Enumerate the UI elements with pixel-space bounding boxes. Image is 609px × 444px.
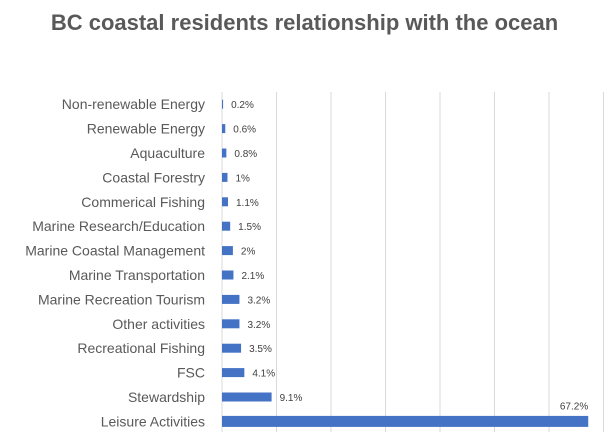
category-label: Recreational Fishing	[77, 340, 205, 356]
category-label: Marine Research/Education	[32, 218, 205, 234]
category-label: Leisure Activities	[101, 413, 205, 429]
data-label: 0.8%	[234, 149, 257, 160]
bar	[222, 368, 245, 378]
data-label: 67.2%	[560, 401, 588, 412]
bar	[222, 246, 233, 256]
category-label: Renewable Energy	[87, 121, 205, 137]
bar	[222, 172, 228, 182]
category-label: Marine Recreation Tourism	[38, 291, 205, 307]
data-label: 1%	[235, 173, 250, 184]
category-label: Marine Coastal Management	[25, 243, 205, 259]
data-label: 4.1%	[252, 369, 275, 380]
data-label: 1.1%	[236, 198, 259, 209]
chart-title: BC coastal residents relationship with t…	[50, 10, 559, 35]
data-label: 2.1%	[241, 271, 264, 282]
bar	[222, 415, 589, 427]
data-label: 3.2%	[247, 295, 270, 306]
bar	[222, 319, 240, 329]
data-label: 3.5%	[249, 344, 272, 355]
category-label: Coastal Forestry	[102, 169, 205, 185]
category-label: Marine Transportation	[69, 267, 205, 283]
data-label: 2%	[241, 247, 256, 258]
category-label: Commerical Fishing	[81, 194, 205, 210]
category-label: FSC	[177, 365, 205, 381]
bar	[222, 148, 227, 158]
bar	[222, 124, 226, 134]
bar	[222, 343, 242, 353]
category-label: Non-renewable Energy	[62, 96, 205, 112]
bar	[222, 392, 272, 402]
data-label: 9.1%	[280, 393, 303, 404]
data-label: 1.5%	[238, 222, 261, 233]
data-label: 3.2%	[247, 320, 270, 331]
data-label: 0.2%	[231, 100, 254, 111]
bar	[222, 221, 231, 231]
bar	[222, 99, 224, 109]
bar	[222, 197, 228, 207]
category-label: Other activities	[112, 316, 205, 332]
category-label: Aquaculture	[130, 145, 205, 161]
data-label: 0.6%	[233, 125, 256, 136]
bar	[222, 294, 240, 304]
bar	[222, 270, 234, 280]
category-label: Stewardship	[128, 389, 205, 405]
